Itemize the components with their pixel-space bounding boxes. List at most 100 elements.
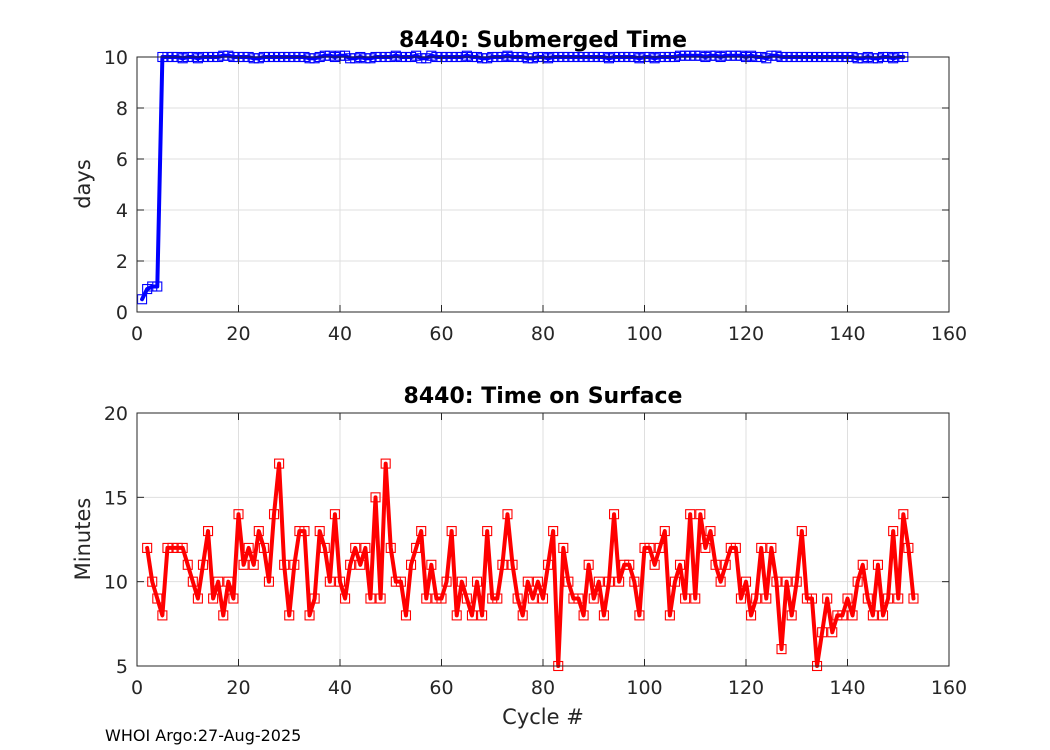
data-point-marker — [674, 50, 686, 61]
data-point-marker — [568, 593, 579, 604]
data-point-marker — [522, 53, 533, 64]
data-point-marker — [766, 50, 777, 61]
y-tick-label: 15 — [104, 487, 128, 509]
data-point-marker — [451, 610, 462, 621]
data-point-marker — [740, 576, 752, 587]
data-point-marker — [314, 526, 325, 537]
data-point-marker — [695, 50, 706, 61]
x-tick-label: 120 — [728, 677, 764, 699]
y-tick-label: 6 — [116, 149, 128, 171]
data-point-marker — [888, 526, 899, 537]
data-point-marker — [502, 509, 513, 520]
data-point-marker — [482, 526, 493, 537]
data-point-marker — [700, 542, 711, 553]
data-point-marker — [253, 526, 264, 537]
data-point-marker — [223, 576, 234, 587]
data-point-marker — [867, 610, 878, 621]
data-point-marker — [766, 542, 777, 553]
data-point-marker — [522, 576, 533, 587]
data-point-marker — [806, 593, 818, 604]
data-point-marker — [411, 50, 422, 61]
data-point-marker — [507, 559, 518, 570]
data-point-marker — [502, 50, 513, 61]
chart-title: 8440: Time on Surface — [404, 384, 683, 409]
x-tick-label: 60 — [429, 677, 453, 699]
y-tick-label: 0 — [116, 302, 128, 324]
x-tick-label: 40 — [328, 677, 352, 699]
data-point-marker — [537, 593, 549, 604]
data-point-marker — [157, 610, 168, 621]
data-point-marker — [746, 50, 757, 61]
data-point-marker — [872, 559, 884, 570]
data-point-marker — [350, 53, 361, 64]
data-point-marker — [908, 593, 919, 604]
data-point-marker — [360, 53, 371, 64]
data-point-marker — [761, 593, 772, 604]
data-point-marker — [294, 526, 305, 537]
data-point-marker — [400, 610, 412, 621]
x-axis-label: Cycle # — [502, 705, 584, 729]
data-point-marker — [847, 610, 858, 621]
data-point-marker — [309, 593, 320, 604]
data-point-marker — [441, 576, 452, 587]
data-point-marker — [725, 542, 736, 553]
data-point-marker — [680, 50, 691, 61]
data-point-marker — [857, 53, 868, 64]
x-tick-label: 40 — [328, 323, 352, 345]
data-point-marker — [258, 542, 269, 553]
data-point-marker — [629, 576, 640, 587]
data-point-marker — [187, 576, 198, 587]
data-point-marker — [695, 509, 706, 520]
data-point-marker — [152, 593, 163, 604]
y-tick-label: 10 — [104, 47, 128, 69]
data-point-marker — [817, 627, 828, 638]
data-point-marker — [619, 559, 630, 570]
y-tick-label: 4 — [116, 200, 128, 222]
submerged-time-panel: 0 20 40 60 80 100 120 140 160 0 2 4 6 8 10 8440: Subme… — [71, 28, 967, 345]
data-point-marker — [137, 294, 148, 305]
data-point-marker — [192, 593, 203, 604]
data-point-marker — [735, 593, 746, 604]
data-point-marker — [385, 542, 396, 553]
data-point-marker — [324, 576, 335, 587]
data-point-marker — [893, 593, 904, 604]
data-point-marker — [218, 610, 229, 621]
data-point-marker — [883, 593, 894, 604]
data-point-marker — [512, 593, 523, 604]
data-point-marker — [482, 53, 493, 64]
x-tick-label: 100 — [626, 323, 662, 345]
data-point-marker — [649, 559, 660, 570]
data-point-marker — [142, 542, 153, 553]
data-point-marker — [639, 542, 650, 553]
data-point-marker — [309, 53, 320, 64]
data-point-marker — [284, 610, 295, 621]
data-point-marker — [299, 526, 310, 537]
data-point-marker — [279, 559, 290, 570]
data-point-marker — [888, 53, 899, 64]
data-point-marker — [380, 458, 391, 469]
data-point-marker — [172, 542, 183, 553]
y-tick-label: 5 — [116, 656, 128, 678]
data-point-marker — [142, 283, 153, 295]
y-axis-label: Minutes — [71, 498, 95, 581]
data-point-marker — [527, 53, 538, 64]
data-point-marker — [218, 50, 229, 61]
y-tick-label: 2 — [116, 251, 128, 273]
data-point-marker — [654, 542, 665, 553]
data-point-marker — [801, 593, 812, 604]
y-tick-label: 10 — [104, 572, 128, 594]
data-point-marker — [771, 50, 782, 61]
data-point-marker — [340, 50, 351, 61]
data-point-marker — [730, 50, 741, 61]
data-point-marker — [487, 593, 498, 604]
data-point-marker — [416, 53, 427, 64]
data-point-marker — [608, 509, 620, 520]
surface-time-panel: 0 20 40 60 80 100 120 140 160 5 10 15 20 8440: Time … — [71, 384, 967, 729]
x-tick-label: 20 — [226, 323, 250, 345]
data-point-marker — [416, 526, 427, 537]
data-point-marker — [674, 559, 686, 570]
data-point-marker — [725, 50, 736, 61]
data-point-marker — [177, 53, 188, 64]
data-point-marker — [735, 50, 746, 61]
data-point-marker — [603, 576, 615, 587]
